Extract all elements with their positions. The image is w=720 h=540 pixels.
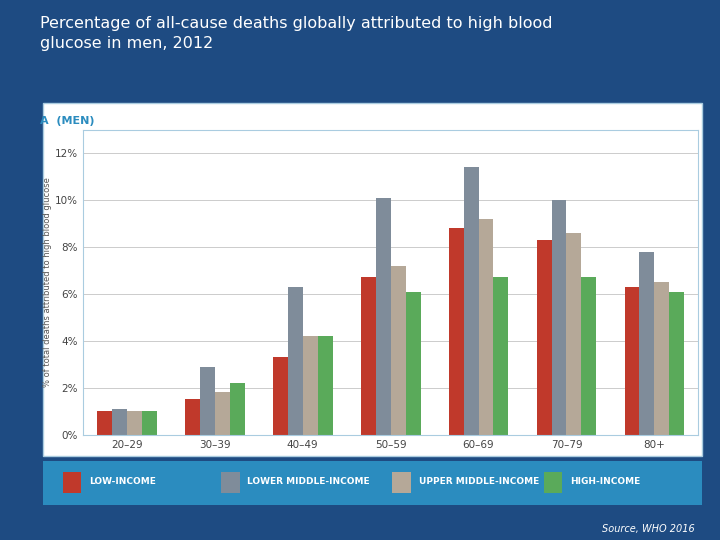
Bar	[582, 278, 596, 435]
Bar	[215, 393, 230, 435]
Bar	[230, 383, 245, 435]
Text: A  (MEN): A (MEN)	[40, 116, 94, 126]
Bar	[376, 198, 390, 435]
Bar	[479, 219, 493, 435]
Bar	[288, 287, 302, 435]
Bar	[493, 278, 508, 435]
Bar	[97, 411, 112, 435]
Bar	[391, 266, 405, 435]
Bar	[552, 200, 567, 435]
Bar	[361, 278, 376, 435]
Bar	[670, 292, 684, 435]
Bar	[273, 357, 288, 435]
Y-axis label: % of total deaths attributed to high blood glucose: % of total deaths attributed to high blo…	[43, 177, 52, 387]
Text: LOWER MIDDLE-INCOME: LOWER MIDDLE-INCOME	[248, 477, 370, 487]
Bar	[536, 240, 552, 435]
FancyBboxPatch shape	[221, 472, 240, 494]
Bar	[654, 282, 670, 435]
Bar	[185, 400, 199, 435]
Bar	[142, 411, 157, 435]
Text: Source, WHO 2016: Source, WHO 2016	[602, 523, 695, 534]
Bar	[464, 167, 479, 435]
Text: LOW-INCOME: LOW-INCOME	[89, 477, 156, 487]
Bar	[639, 252, 654, 435]
Bar	[318, 336, 333, 435]
Bar	[199, 367, 215, 435]
Text: HIGH-INCOME: HIGH-INCOME	[570, 477, 641, 487]
Text: UPPER MIDDLE-INCOME: UPPER MIDDLE-INCOME	[419, 477, 539, 487]
Bar	[112, 409, 127, 435]
Bar	[127, 411, 142, 435]
Bar	[405, 292, 420, 435]
Bar	[302, 336, 318, 435]
FancyBboxPatch shape	[63, 472, 81, 494]
FancyBboxPatch shape	[392, 472, 411, 494]
FancyBboxPatch shape	[544, 472, 562, 494]
Bar	[449, 228, 464, 435]
Bar	[624, 287, 639, 435]
Text: Percentage of all-cause deaths globally attributed to high blood
glucose in men,: Percentage of all-cause deaths globally …	[40, 16, 552, 51]
Bar	[567, 233, 582, 435]
